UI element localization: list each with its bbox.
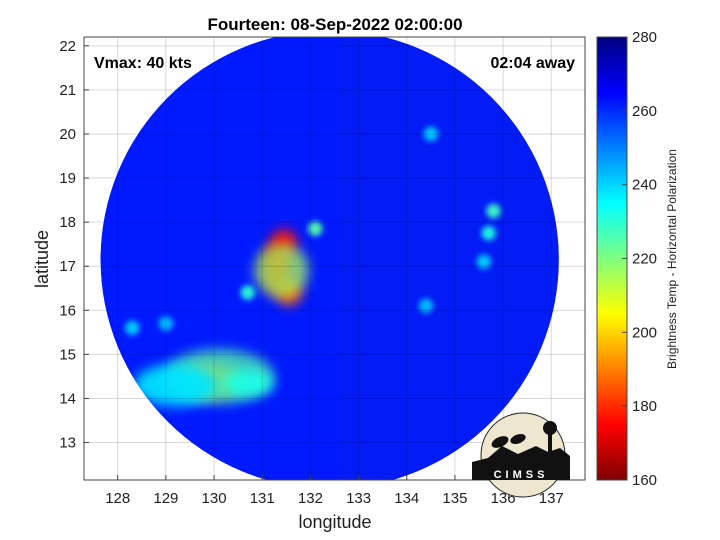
time-offset-annotation: 02:04 away [490,55,575,72]
y-tick-label: 19 [59,170,76,187]
x-axis-label: longitude [298,512,371,532]
x-tick-label: 134 [394,490,419,507]
feature-band-ext [133,364,218,407]
x-ticks: 128 129 130 131 132 133 134 135 136 137 [105,475,564,507]
dish-icon [510,433,526,445]
colorbar-label: Brightness Temp - Horizontal Polarizatio… [665,149,679,369]
feature-cell-135.7 [481,225,496,241]
y-tick-label: 22 [59,38,76,55]
swath-layer [100,37,559,480]
y-tick-label: 18 [59,214,76,231]
colorbar-tick-label: 260 [632,103,657,120]
chart-title: Fourteen: 08-Sep-2022 02:00:00 [207,15,462,34]
y-tick-label: 20 [59,126,76,143]
feature-cell-132.1 [308,221,323,236]
features [124,126,501,407]
x-tick-label: 131 [250,490,275,507]
x-tick-label: 130 [202,490,227,507]
feature-cell-135.8 [486,203,501,219]
feature-core-halo [254,243,309,298]
feature-cell-134.4 [418,298,434,314]
colorbar-tick-label: 220 [632,251,657,268]
logo-text: CIMSS [494,469,549,481]
colorbar-tick-label: 160 [632,472,657,489]
colorbar-ticks: 160 180 200 220 240 260 280 [622,29,657,489]
y-tick-label: 13 [59,435,76,452]
x-tick-label: 132 [298,490,323,507]
y-tick-label: 21 [59,82,76,99]
y-ticks: 13 14 15 16 17 18 19 20 21 22 [59,38,89,452]
tower-tank-icon [543,421,557,435]
x-tick-label: 137 [539,490,564,507]
x-tick-label: 128 [105,490,130,507]
feature-cell-129.0 [158,316,174,331]
feature-cell-134.5 [423,126,439,142]
y-axis-label: latitude [32,230,52,288]
feature-cell-130.7 [240,285,255,300]
axes-border [83,36,586,481]
y-tick-label: 16 [59,302,76,319]
y-tick-label: 15 [59,346,76,363]
feature-cell-128.3 [124,320,140,336]
tower-icon [548,428,552,454]
y-tick-label: 14 [59,390,76,407]
x-tick-label: 129 [153,490,178,507]
y-tick-label: 17 [59,258,76,275]
colorbar-tick-label: 240 [632,177,657,194]
cimss-logo: CIMSS [472,412,570,498]
feature-band-mid [222,370,274,396]
vmax-annotation: Vmax: 40 kts [94,55,192,72]
logo-silhouette [472,446,570,480]
colorbar-tick-label: 200 [632,324,657,341]
x-tick-label: 135 [442,490,467,507]
feature-cell-135.6 [476,254,492,270]
x-tick-label: 133 [346,490,371,507]
colorbar-tick-label: 180 [632,398,657,415]
dish-icon [491,436,509,448]
colorbar-tick-label: 280 [632,29,657,46]
